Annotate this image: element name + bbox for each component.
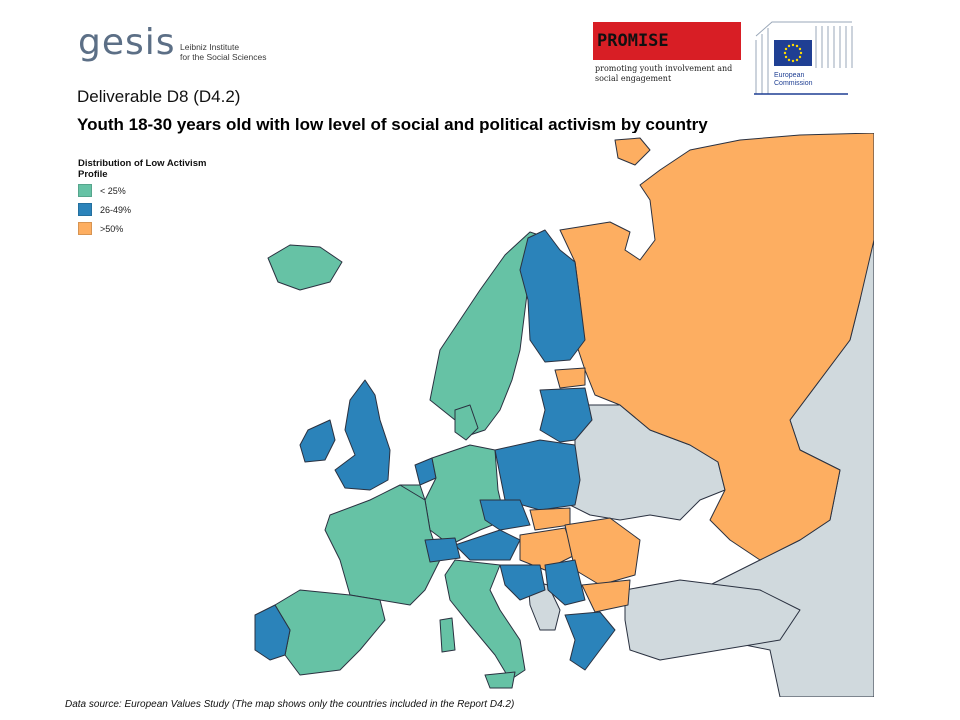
region-iceland [267, 244, 343, 291]
region-austria [454, 529, 521, 561]
gesis-sub-line2: for the Social Sciences [180, 52, 267, 62]
legend-swatch-mid [78, 203, 92, 216]
gesis-logo: gesis Leibniz Institute for the Social S… [78, 22, 268, 72]
region-sardinia [439, 617, 456, 653]
legend-item-mid: 26-49% [78, 201, 248, 218]
data-source-note: Data source: European Values Study (The … [65, 699, 515, 710]
region-czechia [479, 499, 531, 531]
promise-logo-tagline: promoting youth involvement and social e… [595, 64, 732, 84]
region-sicily [484, 671, 516, 689]
gesis-logo-subtitle: Leibniz Institute for the Social Science… [180, 42, 266, 62]
region-italy [444, 559, 526, 681]
region-finland [519, 229, 586, 363]
promise-logo: PROMISE promoting youth involvement and … [593, 22, 743, 88]
promise-logo-box: PROMISE [593, 22, 741, 60]
region-russia-north [614, 137, 651, 166]
region-ireland [299, 419, 336, 463]
ec-line2: Commission [774, 80, 813, 87]
region-greece [564, 611, 616, 671]
region-switzerland [424, 537, 461, 563]
region-latvia-lithuania [539, 387, 593, 443]
ec-building-icon [754, 21, 853, 95]
region-russia [559, 133, 874, 561]
legend-label-mid: 26-49% [100, 204, 132, 215]
legend-item-high: >50% [78, 220, 248, 237]
map-legend: Distribution of Low Activism Profile < 2… [78, 158, 248, 237]
ec-logo-text: European Commission [774, 72, 813, 88]
region-france [324, 484, 441, 606]
ec-line1: European [774, 72, 805, 79]
gesis-logo-word: gesis [78, 22, 176, 63]
region-croatia [499, 564, 546, 601]
region-not-included [624, 579, 801, 661]
region-denmark [454, 404, 479, 441]
legend-swatch-low [78, 184, 92, 197]
region-estonia [554, 367, 586, 389]
region-uk [334, 379, 391, 491]
legend-item-low: < 25% [78, 182, 248, 199]
region-portugal [254, 604, 291, 661]
map-title: Youth 18-30 years old with low level of … [77, 115, 708, 134]
legend-title: Distribution of Low Activism Profile [78, 158, 207, 180]
promise-tag-line2: social engagement [595, 74, 672, 83]
region-bulgaria [581, 579, 631, 613]
deliverable-label: Deliverable D8 (D4.2) [77, 87, 241, 106]
legend-label-low: < 25% [100, 185, 126, 196]
europe-map [232, 133, 874, 697]
legend-swatch-high [78, 222, 92, 235]
european-commission-logo: European Commission [752, 18, 860, 98]
region-serbia [544, 559, 586, 606]
gesis-sub-line1: Leibniz Institute [180, 42, 240, 52]
legend-label-high: >50% [100, 223, 124, 234]
promise-logo-word: PROMISE [597, 31, 669, 51]
promise-tag-line1: promoting youth involvement and [595, 64, 733, 73]
eu-flag-icon [774, 40, 812, 66]
